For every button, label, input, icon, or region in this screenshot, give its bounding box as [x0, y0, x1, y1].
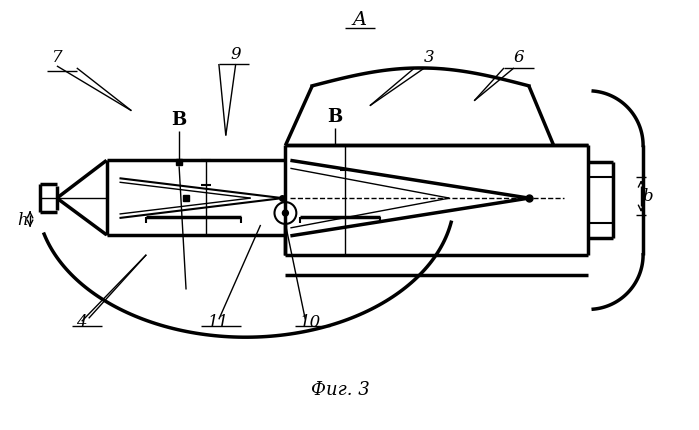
Text: 11: 11: [208, 313, 229, 331]
Text: 6: 6: [514, 49, 524, 66]
Text: A: A: [353, 11, 367, 29]
Text: 9: 9: [231, 46, 241, 63]
Text: 4: 4: [76, 313, 87, 331]
Text: 10: 10: [300, 313, 321, 331]
Text: 7: 7: [52, 49, 62, 66]
Text: Фиг. 3: Фиг. 3: [310, 380, 370, 398]
Text: 3: 3: [424, 49, 435, 66]
Text: h: h: [17, 212, 27, 229]
Text: B: B: [327, 108, 343, 125]
Circle shape: [282, 211, 289, 216]
Text: B: B: [171, 111, 187, 128]
Text: b: b: [643, 187, 654, 204]
